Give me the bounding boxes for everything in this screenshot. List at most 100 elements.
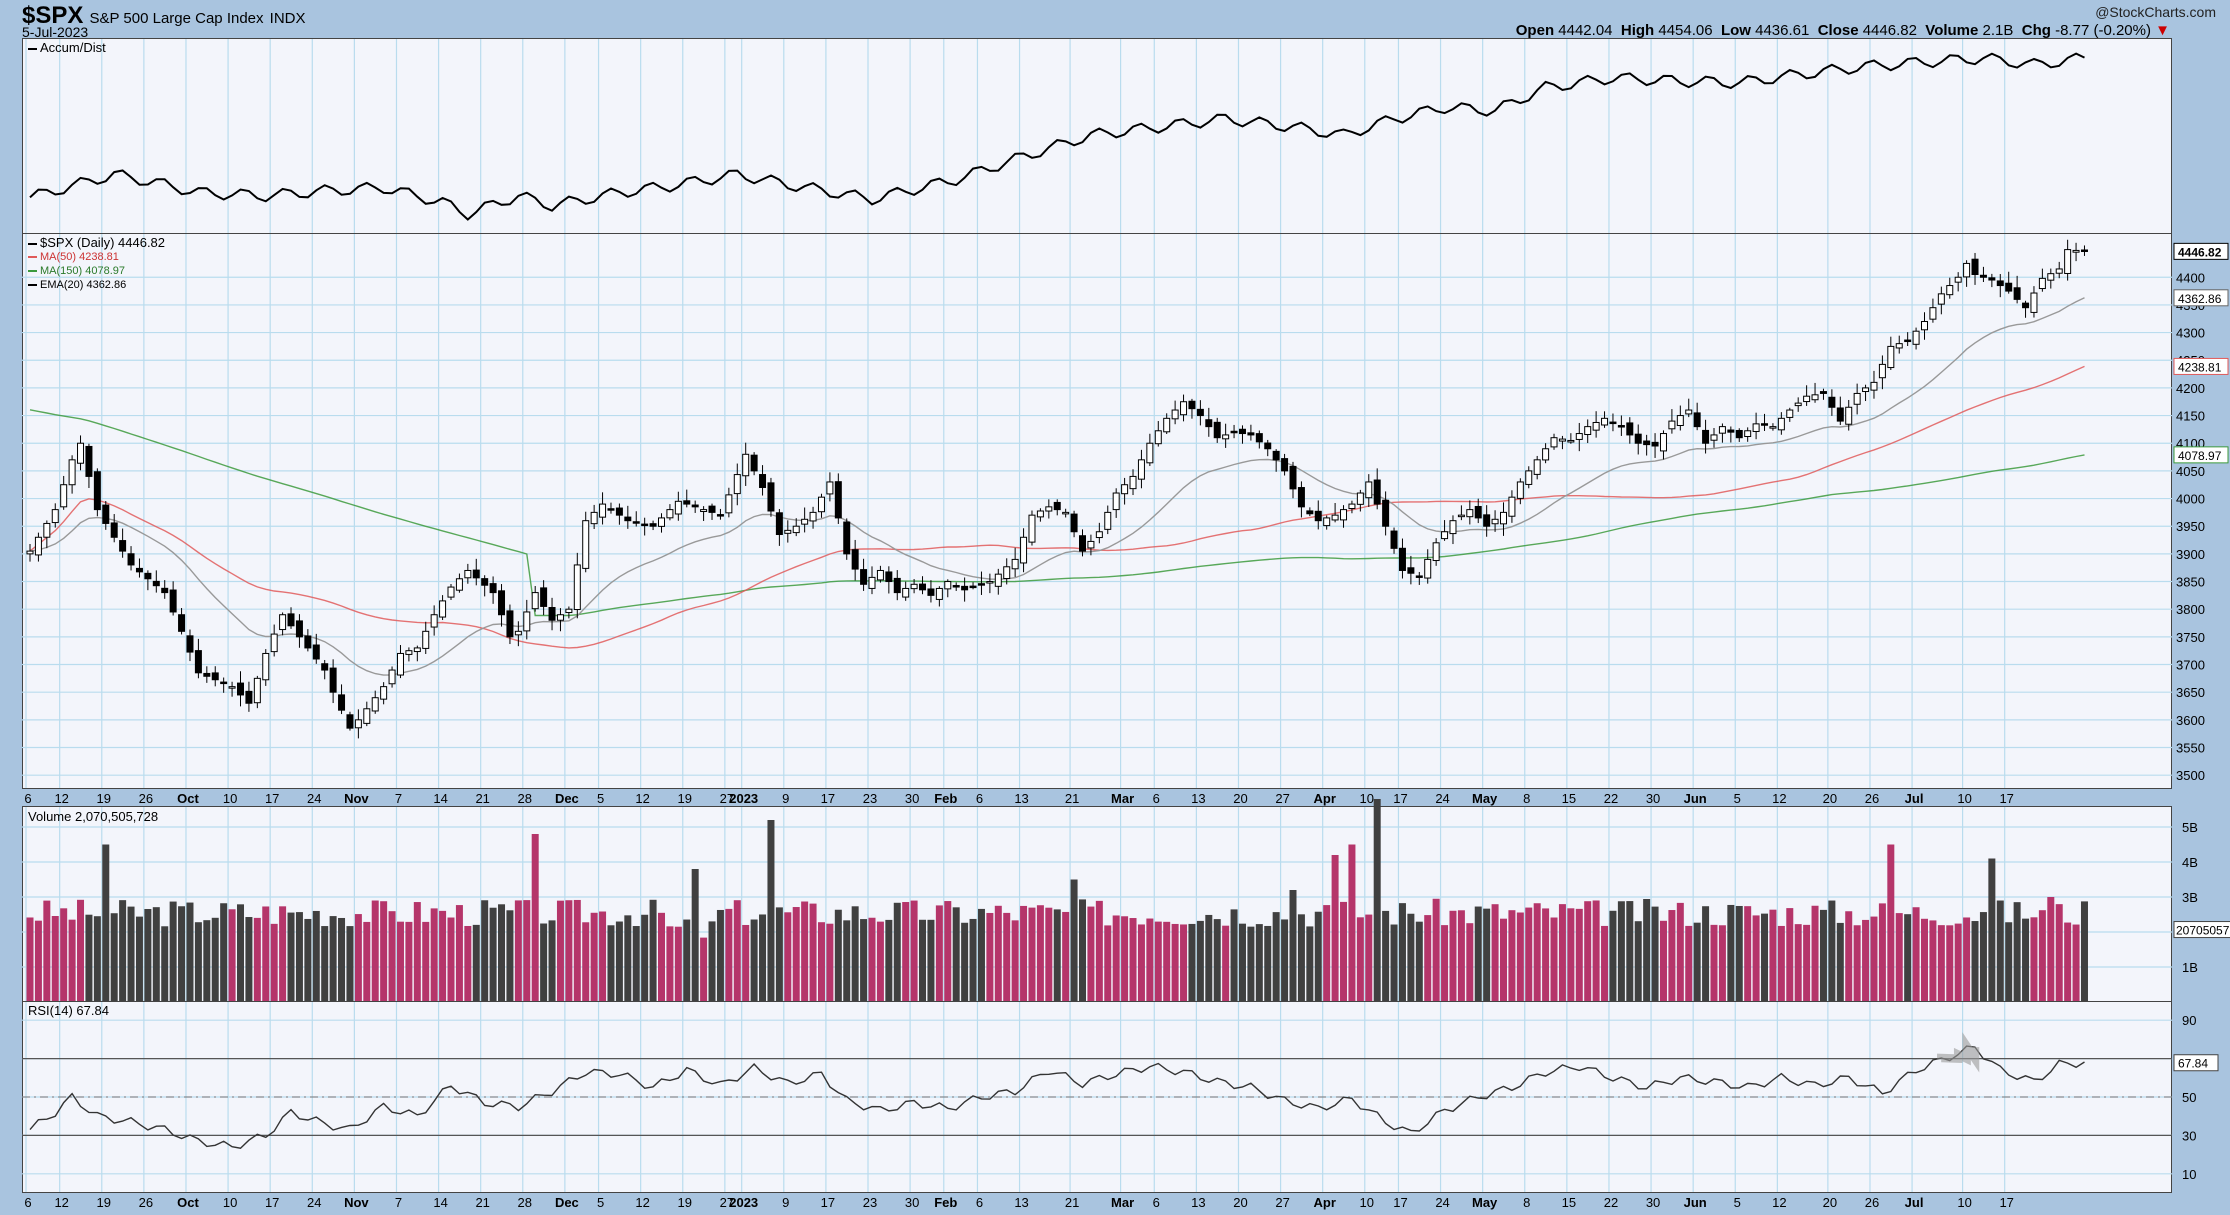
candle-body — [1828, 396, 1836, 408]
volume-bar — [1474, 906, 1482, 1001]
volume-bar — [1921, 918, 1928, 1001]
volume-bar — [1137, 924, 1145, 1001]
volume-bar — [1828, 900, 1836, 1001]
candle-body — [632, 521, 640, 524]
accum-legend-text: Accum/Dist — [40, 40, 106, 55]
candle-body — [1163, 417, 1171, 433]
volume-bar — [1794, 924, 1802, 1001]
y-tick-label: 3950 — [2176, 519, 2205, 534]
candle-body — [439, 600, 447, 618]
x-tick-label: 12 — [1772, 1195, 1786, 1210]
volume-bar — [573, 899, 581, 1001]
candle-body — [1895, 343, 1903, 349]
volume-tick-label: 3B — [2182, 890, 2198, 905]
candle-body — [26, 550, 34, 555]
x-tick-label: 27 — [720, 1195, 734, 1210]
candle-body — [237, 682, 244, 696]
volume-bar — [1483, 908, 1491, 1001]
low-label: Low — [1720, 22, 1751, 39]
volume-bar — [1693, 922, 1701, 1001]
chart-date: 5-Jul-2023 — [22, 24, 89, 40]
ma150-line — [29, 409, 2085, 617]
volume-bar — [1761, 913, 1769, 1001]
x-tick-label: 28 — [518, 791, 532, 806]
x-tick-label: 17 — [1393, 791, 1407, 806]
volume-bar — [826, 923, 834, 1001]
candle-body — [1845, 406, 1853, 425]
candle-body — [2005, 282, 2013, 292]
candle-body — [1112, 492, 1120, 511]
x-tick-label: 13 — [1014, 791, 1028, 806]
candle-body — [1390, 530, 1398, 549]
price-legend-text: $SPX (Daily) 4446.82 — [40, 235, 166, 250]
volume-bar — [994, 905, 1002, 1001]
candle-body — [1617, 425, 1625, 428]
y-tick-label: 3800 — [2176, 602, 2205, 617]
candle-body — [1727, 429, 1735, 433]
candle-body — [1079, 535, 1086, 552]
x-tick-label: 26 — [139, 791, 153, 806]
volume-bar — [203, 920, 211, 1001]
exchange: INDX — [269, 10, 306, 27]
x-tick-label: May — [1472, 1195, 1498, 1210]
x-tick-label: Feb — [934, 791, 957, 806]
volume-bar — [1819, 909, 1827, 1001]
volume-bar — [1146, 918, 1154, 1001]
volume-bar — [1104, 925, 1112, 1001]
candle-body — [1575, 433, 1583, 440]
candle-body — [615, 507, 623, 516]
candle-body — [1474, 505, 1482, 519]
candle-body — [1777, 417, 1785, 431]
x-tick-label: 13 — [1191, 791, 1205, 806]
candle-body — [1171, 409, 1179, 420]
y-tick-label: 4050 — [2176, 464, 2205, 479]
candle-body — [1062, 511, 1070, 515]
candle-body — [1702, 429, 1710, 444]
volume-bar — [1272, 912, 1280, 1001]
candle-body — [1878, 363, 1886, 379]
x-tick-label: 12 — [54, 791, 68, 806]
x-tick-label: 6 — [976, 791, 983, 806]
candle-body — [279, 614, 287, 631]
candle-body — [1382, 499, 1390, 527]
volume-bar — [430, 908, 438, 1001]
volume-bar — [691, 869, 699, 1001]
volume-bar — [1912, 907, 1920, 1001]
volume-bar — [1323, 905, 1331, 1001]
volume-bar — [1331, 855, 1339, 1001]
open-label: Open — [1515, 22, 1555, 39]
ema20-swatch — [28, 284, 37, 287]
credit-link[interactable]: @StockCharts.com — [2095, 4, 2216, 20]
y-tick-label: 4150 — [2176, 409, 2205, 424]
candle-body — [1424, 558, 1432, 579]
volume-bar — [1129, 918, 1137, 1001]
volume-bar — [1988, 858, 1996, 1001]
volume-bar — [1415, 921, 1423, 1001]
volume-bar — [1609, 910, 1617, 1001]
x-tick-label: 20 — [1823, 791, 1837, 806]
candle-body — [1020, 536, 1028, 564]
volume-bar — [144, 908, 152, 1001]
x-tick-label: 9 — [782, 791, 789, 806]
candle-body — [910, 583, 918, 590]
x-tick-label: 17 — [821, 791, 835, 806]
candle-body — [2064, 249, 2072, 274]
volume-bar — [624, 915, 632, 1001]
accum-dist-line — [29, 52, 2085, 221]
y-tick-label: 3600 — [2176, 713, 2205, 728]
x-tick-label: 24 — [1435, 1195, 1449, 1210]
volume-bar — [986, 912, 994, 1001]
candle-body — [1525, 470, 1533, 485]
candle-body — [455, 578, 463, 591]
volume-bar — [152, 907, 160, 1001]
candle-body — [1441, 531, 1449, 540]
rsi-tick-label: 90 — [2182, 1013, 2196, 1028]
volume-bar — [893, 902, 901, 1001]
volume-bar — [1542, 908, 1550, 1001]
volume-bar — [1710, 924, 1718, 1001]
volume-bar — [1062, 911, 1070, 1001]
volume-bar — [1264, 925, 1272, 1001]
volume-bar — [582, 922, 590, 1001]
candle-body — [1028, 514, 1036, 543]
candle-body — [1449, 520, 1457, 535]
